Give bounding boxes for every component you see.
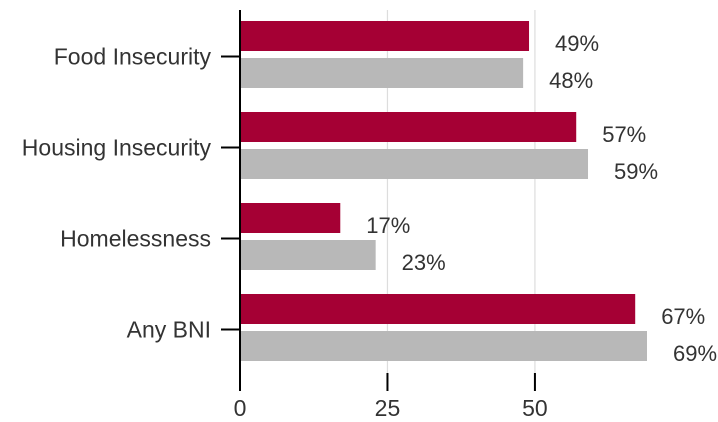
category-labels: Food Insecurity Housing Insecurity Homeles…	[22, 44, 212, 343]
value-label: 23%	[402, 250, 446, 275]
value-label: 59%	[614, 159, 658, 184]
bar-2-series-1	[240, 112, 577, 142]
value-label: 49%	[555, 31, 599, 56]
x-tick-label: 0	[234, 395, 247, 421]
category-label: Housing Insecurity	[22, 135, 212, 161]
x-tick-label: 25	[375, 395, 401, 421]
value-label: 67%	[661, 304, 705, 329]
value-labels: 49% 48% 57% 59% 17% 23% 67% 69%	[366, 31, 717, 366]
bar-4-series-2	[240, 331, 647, 361]
bar-1-series-1	[240, 21, 530, 51]
bar-2-series-2	[240, 149, 589, 179]
bar-4-series-1	[240, 294, 636, 324]
value-label: 17%	[366, 213, 410, 238]
category-label: Homelessness	[60, 226, 211, 252]
bar-3-series-1	[240, 203, 341, 233]
value-label: 48%	[549, 68, 593, 93]
value-label: 57%	[602, 122, 646, 147]
x-tick-label: 50	[522, 395, 548, 421]
value-label: 69%	[673, 341, 717, 366]
category-label: Any BNI	[127, 317, 211, 343]
bars	[240, 21, 647, 361]
x-ticks: 0 25 50	[234, 373, 548, 421]
axes	[221, 10, 241, 373]
category-label: Food Insecurity	[54, 44, 212, 70]
bar-3-series-2	[240, 240, 376, 270]
bar-1-series-2	[240, 58, 524, 88]
